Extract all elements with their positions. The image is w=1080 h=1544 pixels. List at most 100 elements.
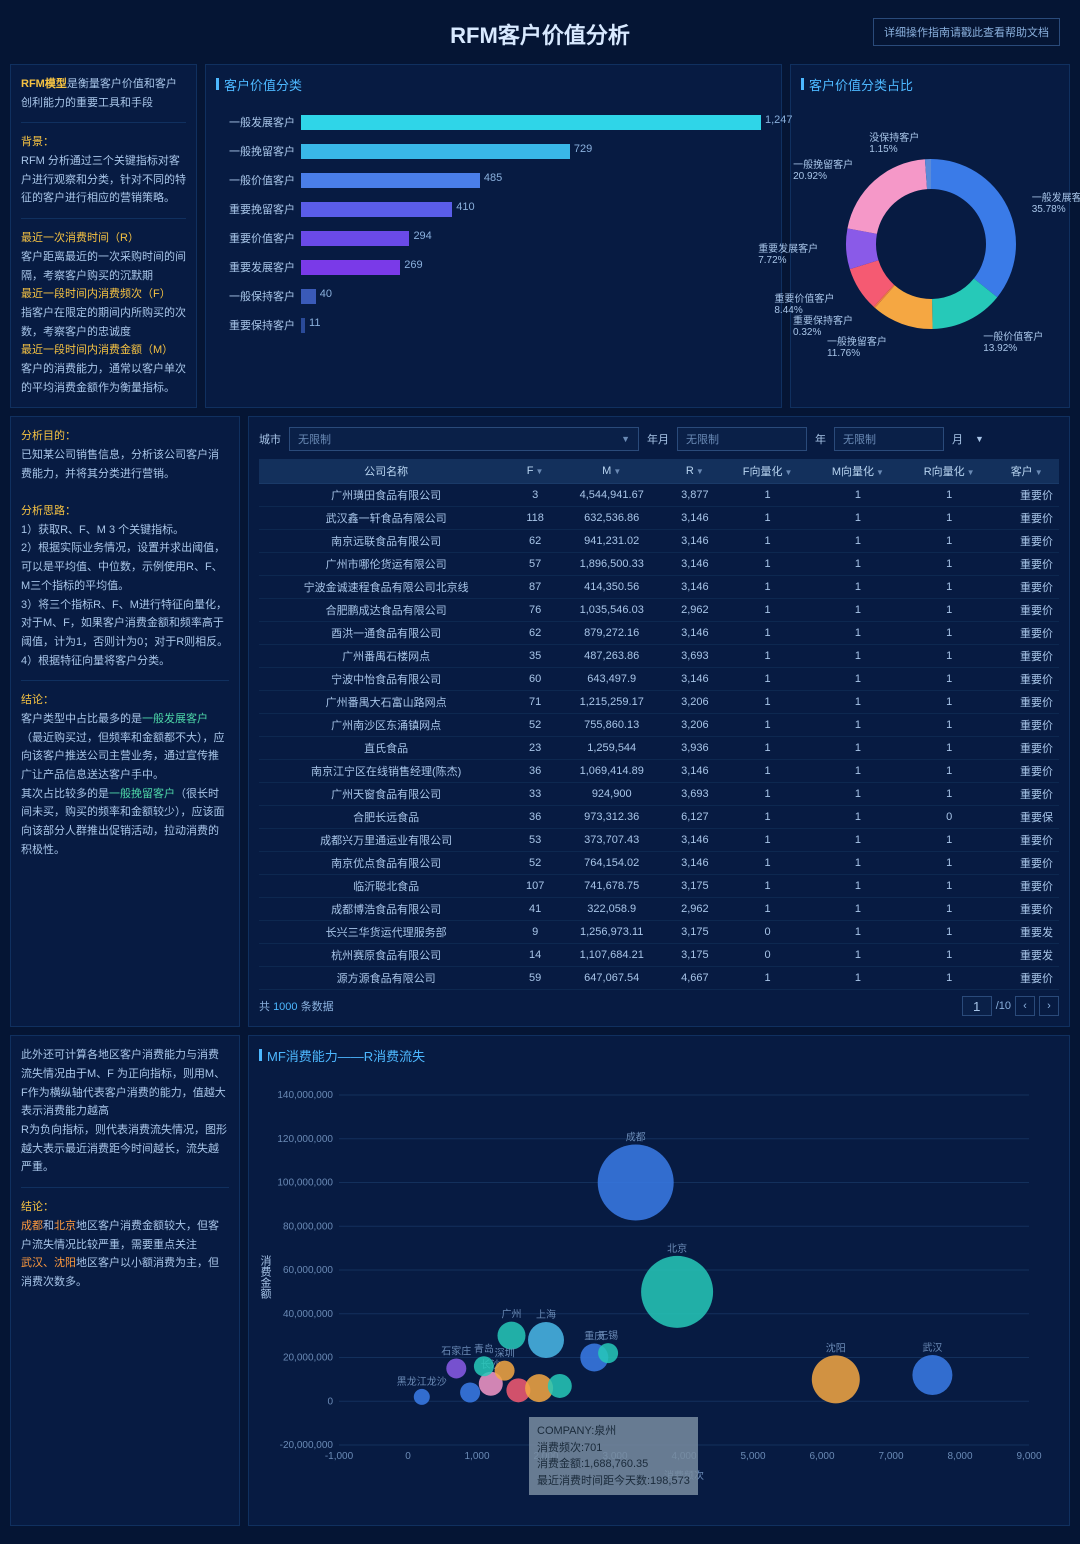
page-input[interactable] xyxy=(962,996,992,1016)
sidebar-scatter: 此外还可计算各地区客户消费能力与消费流失情况由于M、F 为正向指标，则用M、F作… xyxy=(10,1035,240,1526)
bubble[interactable] xyxy=(548,1374,572,1398)
bubble[interactable] xyxy=(495,1361,515,1381)
bar-row: 重要发展客户 269 xyxy=(226,254,761,280)
svg-text:9,000: 9,000 xyxy=(1016,1451,1041,1462)
bubble[interactable] xyxy=(598,1145,674,1221)
donut-label: 重要价值客户8.44% xyxy=(774,290,834,316)
col-header[interactable]: M▼ xyxy=(557,459,667,484)
svg-text:40,000,000: 40,000,000 xyxy=(283,1309,333,1320)
svg-text:武汉: 武汉 xyxy=(922,1341,942,1354)
svg-text:沈阳: 沈阳 xyxy=(826,1342,846,1355)
table-row[interactable]: 合肥鹏成达食品有限公司761,035,546.032,962111重要价 xyxy=(259,599,1059,622)
svg-text:石家庄: 石家庄 xyxy=(441,1345,471,1358)
table-row[interactable]: 源方源食品有限公司59647,067.544,667111重要价 xyxy=(259,967,1059,990)
svg-text:0: 0 xyxy=(327,1397,333,1408)
col-header[interactable]: M向量化▼ xyxy=(812,459,904,484)
text: RFM模型 xyxy=(21,78,67,90)
svg-text:黑龙江龙沙: 黑龙江龙沙 xyxy=(397,1375,447,1388)
table-row[interactable]: 临沂聪北食品107741,678.753,175111重要价 xyxy=(259,875,1059,898)
col-header[interactable]: R▼ xyxy=(666,459,723,484)
bar-label: 一般价值客户 xyxy=(226,172,301,188)
table-row[interactable]: 直氏食品231,259,5443,936111重要价 xyxy=(259,737,1059,760)
table-row[interactable]: 南京江宁区在线销售经理(陈杰)361,069,414.893,146111重要价 xyxy=(259,760,1059,783)
table-row[interactable]: 南京优点食品有限公司52764,154.023,146111重要价 xyxy=(259,852,1059,875)
text: 结论： xyxy=(21,694,54,706)
text: 客户距离最近的一次采购时间的间隔，考察客户购买的沉默期 xyxy=(21,248,186,285)
bar-label: 重要发展客户 xyxy=(226,259,301,275)
svg-text:成都: 成都 xyxy=(626,1132,646,1144)
table-row[interactable]: 成都兴万里通运业有限公司53373,707.433,146111重要价 xyxy=(259,829,1059,852)
table-row[interactable]: 广州璜田食品有限公司34,544,941.673,877111重要价 xyxy=(259,484,1059,507)
svg-text:上海: 上海 xyxy=(536,1308,556,1321)
donut-panel: 客户价值分类占比 一般发展客户35.78%一般价值客户13.92%一般挽留客户1… xyxy=(790,64,1070,408)
bubble[interactable] xyxy=(446,1359,466,1379)
month-select[interactable]: 无限制 xyxy=(834,427,944,451)
bubble[interactable] xyxy=(474,1357,494,1377)
table-row[interactable]: 成都博浩食品有限公司41322,058.92,962111重要价 xyxy=(259,898,1059,921)
text: 客户的消费能力，通常以客户单次的平均消费金额作为衡量指标。 xyxy=(21,360,186,397)
table-panel: 城市 无限制▼ 年月 无限制 年 无限制 月▼ 公司名称F▼M▼R▼F向量化▼M… xyxy=(248,416,1070,1027)
bubble[interactable] xyxy=(641,1256,713,1328)
text: 分析目的： xyxy=(21,430,76,442)
col-header[interactable]: F▼ xyxy=(513,459,557,484)
bubble[interactable] xyxy=(812,1356,860,1404)
table-row[interactable]: 武汉鑫一轩食品有限公司118632,536.863,146111重要价 xyxy=(259,507,1059,530)
svg-text:60,000,000: 60,000,000 xyxy=(283,1265,333,1276)
sidebar-intro: RFM模型是衡量客户价值和客户创利能力的重要工具和手段 背景： RFM 分析通过… xyxy=(10,64,197,408)
scatter-panel: MF消费能力——R消费流失 消费金额 -20,000,000020,000,00… xyxy=(248,1035,1070,1526)
page-header: RFM客户价值分析 详细操作指南请戳此查看帮助文档 xyxy=(10,10,1070,64)
text: 分析思路： xyxy=(21,505,76,517)
svg-text:北京: 北京 xyxy=(667,1242,687,1255)
bar-row: 一般挽留客户 729 xyxy=(226,138,761,164)
bubble[interactable] xyxy=(414,1389,430,1405)
bubble[interactable] xyxy=(598,1343,618,1363)
bubble[interactable] xyxy=(460,1383,480,1403)
prev-page-button[interactable]: ‹ xyxy=(1015,996,1035,1016)
col-header[interactable]: F向量化▼ xyxy=(723,459,812,484)
col-header[interactable]: R向量化▼ xyxy=(904,459,994,484)
donut-label: 没保持客户1.15% xyxy=(869,129,919,155)
bar-label: 一般发展客户 xyxy=(226,114,301,130)
city-select[interactable]: 无限制▼ xyxy=(289,427,639,451)
table-row[interactable]: 酉洪一通食品有限公司62879,272.163,146111重要价 xyxy=(259,622,1059,645)
bubble[interactable] xyxy=(528,1322,564,1358)
bar-row: 一般发展客户 1,247 xyxy=(226,109,761,135)
text: 背景： xyxy=(21,136,54,148)
text: 最近一段时间内消费频次（F） xyxy=(21,288,171,300)
donut-label: 一般发展客户35.78% xyxy=(1032,189,1080,215)
table-row[interactable]: 宁波中怡食品有限公司60643,497.93,146111重要价 xyxy=(259,668,1059,691)
text: 3）将三个指标R、F、M进行特征向量化，对于M、F，如果客户消费金额和频率高于阈… xyxy=(21,596,229,652)
sidebar-analysis: 分析目的： 已知某公司销售信息，分析该公司客户消费能力，并将其分类进行营销。 分… xyxy=(10,416,240,1027)
table-row[interactable]: 广州番禺大石富山路网点711,215,259.173,206111重要价 xyxy=(259,691,1059,714)
svg-text:20,000,000: 20,000,000 xyxy=(283,1353,333,1364)
bar-label: 重要价值客户 xyxy=(226,230,301,246)
svg-text:深圳: 深圳 xyxy=(495,1348,515,1360)
svg-text:广州: 广州 xyxy=(502,1309,522,1321)
svg-text:120,000,000: 120,000,000 xyxy=(277,1134,333,1145)
table-row[interactable]: 杭州赛原食品有限公司141,107,684.213,175011重要发 xyxy=(259,944,1059,967)
filter-label: 城市 xyxy=(259,431,281,447)
bar-row: 一般保持客户 40 xyxy=(226,283,761,309)
bubble[interactable] xyxy=(912,1355,952,1395)
text: 已知某公司销售信息，分析该公司客户消费能力，并将其分类进行营销。 xyxy=(21,446,229,483)
panel-title: 客户价值分类占比 xyxy=(801,75,1059,94)
bubble[interactable] xyxy=(498,1322,526,1350)
table-row[interactable]: 广州番禺石楼网点35487,263.863,693111重要价 xyxy=(259,645,1059,668)
help-link[interactable]: 详细操作指南请戳此查看帮助文档 xyxy=(873,18,1060,46)
table-row[interactable]: 长兴三华货运代理服务部91,256,973.113,175011重要发 xyxy=(259,921,1059,944)
next-page-button[interactable]: › xyxy=(1039,996,1059,1016)
text: RFM 分析通过三个关键指标对客户进行观察和分类，针对不同的特征的客户进行相应的… xyxy=(21,152,186,208)
table-row[interactable]: 广州市哪伦货运有限公司571,896,500.333,146111重要价 xyxy=(259,553,1059,576)
table-row[interactable]: 合肥长远食品36973,312.366,127110重要保 xyxy=(259,806,1059,829)
text: 最近一次消费时间（R） xyxy=(21,232,139,244)
table-row[interactable]: 南京远联食品有限公司62941,231.023,146111重要价 xyxy=(259,530,1059,553)
col-header[interactable]: 公司名称 xyxy=(259,459,513,484)
bar-label: 一般挽留客户 xyxy=(226,143,301,159)
table-row[interactable]: 广州南沙区东涌镇网点52755,860.133,206111重要价 xyxy=(259,714,1059,737)
year-select[interactable]: 无限制 xyxy=(677,427,807,451)
svg-text:140,000,000: 140,000,000 xyxy=(277,1090,333,1101)
table-row[interactable]: 宁波金诚速程食品有限公司北京线87414,350.563,146111重要价 xyxy=(259,576,1059,599)
col-header[interactable]: 客户▼ xyxy=(994,459,1059,484)
table-row[interactable]: 广州天窗食品有限公司33924,9003,693111重要价 xyxy=(259,783,1059,806)
svg-text:6,000: 6,000 xyxy=(809,1451,834,1462)
